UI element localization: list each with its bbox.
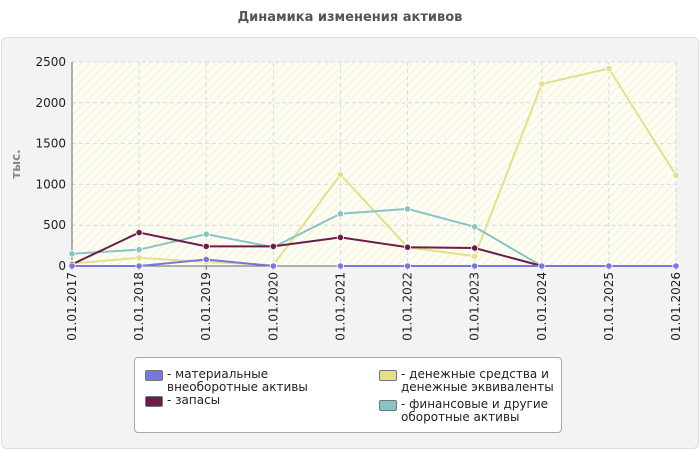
data-point bbox=[336, 262, 345, 270]
series-line bbox=[72, 258, 274, 267]
data-point bbox=[135, 262, 143, 270]
data-point bbox=[403, 262, 412, 270]
legend-label: - материальные внеоборотные активы bbox=[167, 367, 308, 394]
data-point bbox=[672, 262, 680, 270]
legend-item-cash: - денежные средства и денежные эквивален… bbox=[379, 368, 559, 394]
y-tick-label: 1500 bbox=[35, 137, 66, 151]
legend: - материальные внеоборотные активы - зап… bbox=[134, 357, 562, 433]
axes: 0 500 1000 1500 2000 2500 01.01.2017 01.01.2018… bbox=[35, 55, 683, 341]
x-tick-label: 01.01.2017 bbox=[65, 272, 79, 341]
plot-area bbox=[72, 62, 676, 266]
series-layer bbox=[68, 64, 680, 270]
legend-swatch bbox=[145, 370, 163, 381]
data-point bbox=[68, 262, 76, 270]
data-point bbox=[336, 233, 345, 242]
data-point bbox=[135, 246, 143, 254]
x-tick-label: 01.01.2019 bbox=[199, 272, 213, 341]
data-point bbox=[538, 80, 546, 88]
legend-label: - запасы bbox=[167, 393, 221, 407]
x-tick-label: 01.01.2022 bbox=[401, 272, 415, 341]
legend-label: - финансовые и другие оборотные активы bbox=[401, 397, 549, 424]
x-tick-label: 01.01.2024 bbox=[535, 272, 549, 341]
legend-label: - денежные средства и денежные эквивален… bbox=[401, 367, 554, 394]
data-point bbox=[403, 205, 412, 213]
legend-swatch bbox=[145, 396, 163, 407]
x-tick-label: 01.01.2018 bbox=[132, 272, 146, 341]
series-line bbox=[71, 231, 543, 267]
x-tick-label: 01.01.2026 bbox=[669, 272, 683, 341]
y-tick-label: 500 bbox=[43, 218, 66, 232]
data-point bbox=[538, 262, 546, 270]
legend-swatch bbox=[379, 400, 397, 411]
data-point bbox=[135, 254, 143, 262]
data-point bbox=[605, 262, 613, 270]
data-point bbox=[336, 171, 345, 179]
x-tick-label: 01.01.2020 bbox=[266, 272, 280, 341]
data-point bbox=[135, 228, 143, 237]
data-point bbox=[471, 244, 479, 252]
y-tick-label: 0 bbox=[58, 259, 66, 273]
data-point bbox=[269, 262, 277, 270]
data-point bbox=[672, 171, 680, 180]
legend-item-inventory: - запасы bbox=[145, 394, 355, 407]
data-point bbox=[471, 262, 479, 270]
data-point bbox=[202, 242, 210, 251]
data-point bbox=[202, 230, 210, 238]
x-tick-label: 01.01.2023 bbox=[468, 272, 482, 341]
legend-swatch bbox=[379, 370, 397, 381]
data-point bbox=[471, 223, 479, 231]
chart-title: Динамика изменения активов bbox=[237, 10, 463, 25]
data-point bbox=[403, 243, 412, 251]
y-tick-label: 2500 bbox=[35, 55, 66, 69]
x-tick-label: 01.01.2025 bbox=[602, 272, 616, 341]
y-tick-label: 2000 bbox=[35, 96, 66, 110]
data-point bbox=[202, 255, 210, 264]
data-point bbox=[68, 250, 76, 258]
y-axis-label: тыс. bbox=[9, 149, 23, 178]
legend-item-fixed-assets: - материальные внеоборотные активы bbox=[145, 368, 355, 394]
data-point bbox=[471, 252, 479, 260]
data-point bbox=[605, 64, 613, 73]
x-tick-label: 01.01.2021 bbox=[333, 272, 347, 341]
data-point bbox=[336, 210, 345, 218]
y-tick-label: 1000 bbox=[35, 177, 66, 191]
data-point bbox=[269, 242, 277, 251]
legend-item-financial-assets: - финансовые и другие оборотные активы bbox=[379, 398, 559, 424]
